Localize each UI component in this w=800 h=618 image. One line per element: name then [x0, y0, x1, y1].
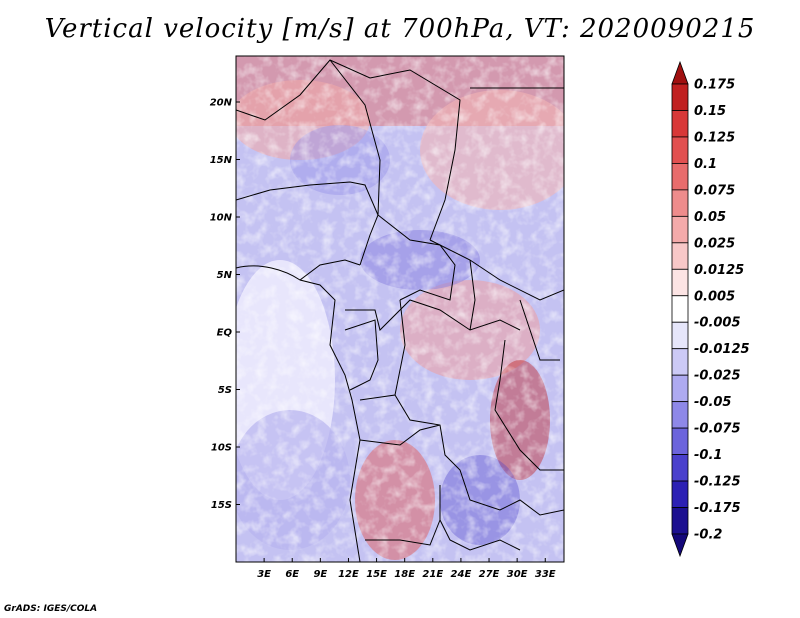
colorbar-bin — [671, 83, 689, 111]
border-line — [344, 319, 379, 391]
colorbar-min-arrow — [671, 533, 689, 558]
border-line — [377, 214, 456, 301]
border-line — [359, 424, 441, 446]
colorbar-bin — [671, 401, 689, 429]
colorbar-label: -0.025 — [694, 369, 741, 384]
colorbar-label: 0.125 — [694, 130, 735, 145]
colorbar-bin — [671, 136, 689, 164]
colorbar-bin — [671, 242, 689, 270]
border-line — [365, 519, 441, 546]
colorbar-label: 0.05 — [694, 210, 726, 225]
border-line — [236, 181, 379, 266]
lon-tick-label: 6E — [285, 569, 299, 580]
colorbar-label: 0.025 — [694, 236, 735, 251]
border-line — [494, 339, 564, 471]
longitude-axis: 3E 6E 9E 12E 15E 18E 21E 24E 27E 30E 33E — [257, 558, 556, 580]
colorbar: 0.175 0.15 0.125 0.1 0.075 0.05 0.025 0.0125 0.0… — [671, 60, 750, 558]
colorbar-label: 0.175 — [694, 78, 735, 93]
colorbar-label: 0.15 — [694, 104, 726, 119]
lon-tick-label: 30E — [507, 569, 528, 580]
lon-tick-label: 3E — [257, 569, 271, 580]
chart-title: Vertical velocity [m/s] at 700hPa, VT: 2… — [44, 14, 756, 44]
colorbar-label: -0.0125 — [694, 342, 750, 357]
colorbar-label: -0.005 — [694, 316, 741, 331]
colorbar-label: -0.075 — [694, 422, 741, 437]
colorbar-bin — [671, 348, 689, 376]
colorbar-label: -0.1 — [694, 448, 722, 463]
lat-tick-label: 20N — [210, 98, 233, 109]
border-line — [469, 259, 476, 331]
colorbar-label: -0.175 — [694, 501, 741, 516]
border-line — [429, 239, 564, 301]
border-line — [299, 259, 361, 281]
lon-tick-label: 24E — [451, 569, 472, 580]
border-line — [519, 299, 560, 361]
lon-tick-label: 12E — [338, 569, 359, 580]
colorbar-bin — [671, 189, 689, 217]
lat-tick-label: 15S — [211, 500, 232, 511]
colorbar-label: 0.1 — [694, 157, 717, 172]
lon-tick-label: 18E — [394, 569, 415, 580]
border-line — [345, 299, 521, 331]
colorbar-label: 0.005 — [694, 289, 735, 304]
lon-tick-label: 33E — [535, 569, 556, 580]
field-texture — [236, 56, 564, 562]
lat-tick-label: 5S — [218, 385, 232, 396]
colorbar-label: 0.0125 — [694, 263, 744, 278]
lat-tick-label: 10S — [211, 443, 232, 454]
colorbar-label: -0.2 — [694, 528, 722, 543]
colorbar-bin — [671, 507, 689, 535]
lat-tick-label: 10N — [210, 213, 233, 224]
colorbar-bin — [671, 480, 689, 508]
colorbar-bin — [671, 374, 689, 403]
border-line — [359, 299, 406, 401]
velocity-field — [236, 56, 564, 562]
colorbar-max-arrow — [671, 60, 689, 85]
colorbar-label: 0.075 — [694, 183, 735, 198]
latitude-axis: 20N 15N 10N 5N EQ 5S 10S 15S — [210, 98, 240, 511]
lat-tick-label: 15N — [210, 155, 233, 166]
lon-tick-label: 27E — [479, 569, 500, 580]
colorbar-bin — [671, 295, 689, 323]
colorbar-bin — [671, 321, 689, 350]
country-borders — [236, 59, 564, 562]
coastline — [236, 265, 361, 562]
colorbar-bin — [671, 268, 689, 297]
credit-label: GrADS: IGES/COLA — [4, 604, 98, 614]
border-line — [236, 59, 461, 241]
colorbar-label: -0.125 — [694, 475, 741, 490]
colorbar-bin — [671, 110, 689, 138]
colorbar-label: -0.05 — [694, 395, 731, 410]
border-line — [329, 59, 381, 216]
lon-tick-label: 15E — [366, 569, 387, 580]
colorbar-bin — [671, 215, 689, 244]
lon-tick-label: 9E — [313, 569, 327, 580]
map-frame — [235, 55, 565, 563]
lat-tick-label: EQ — [217, 328, 233, 339]
colorbar-bin — [671, 427, 689, 455]
colorbar-bin — [671, 454, 689, 482]
border-line — [439, 485, 521, 551]
lon-tick-label: 21E — [422, 569, 443, 580]
border-line — [394, 394, 564, 516]
colorbar-bin — [671, 163, 689, 191]
lat-tick-label: 5N — [217, 270, 233, 281]
